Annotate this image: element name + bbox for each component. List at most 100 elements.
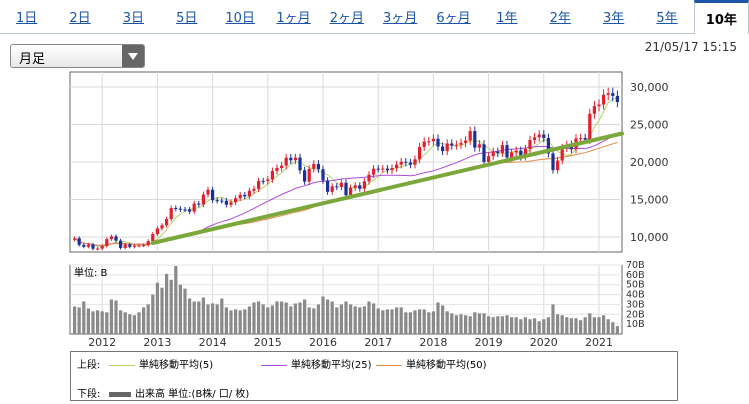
price-y-tick-label: 25,000	[630, 119, 669, 132]
candle	[86, 244, 91, 247]
volume-bar	[243, 309, 247, 334]
volume-bar	[298, 302, 302, 334]
volume-bar	[431, 311, 436, 334]
volume-bar	[229, 310, 233, 334]
tab-2ヶ月[interactable]: 2ヶ月	[320, 0, 374, 34]
legend-item-volume: 出来高 単位:(B株/ 口/ 枚)	[109, 385, 249, 400]
volume-bar	[390, 309, 394, 334]
candle	[422, 141, 426, 147]
candle	[376, 168, 380, 170]
candle	[238, 194, 242, 199]
candle	[482, 144, 486, 162]
volume-bar	[362, 306, 367, 334]
candle	[468, 131, 472, 141]
volume-bar	[560, 315, 564, 334]
volume-bar	[284, 302, 288, 334]
candle	[155, 228, 160, 235]
legend-label-sma5: 単純移動平均(5)	[139, 360, 214, 371]
candle	[164, 219, 169, 226]
candle	[473, 131, 477, 148]
tab-1日[interactable]: 1日	[0, 0, 54, 34]
legend-label-volume: 出来高 単位:(B株/ 口/ 枚)	[135, 389, 250, 400]
volume-bar	[588, 313, 592, 334]
candle	[330, 186, 334, 192]
candle	[358, 185, 362, 189]
tab-5年[interactable]: 5年	[640, 0, 694, 34]
volume-bar	[215, 304, 219, 334]
candle	[215, 200, 219, 202]
candle	[174, 208, 178, 210]
volume-bar	[404, 312, 408, 334]
volume-bar	[137, 312, 141, 334]
volume-y-tick-label: 60B	[626, 270, 645, 281]
volume-bar	[252, 302, 256, 334]
candle	[537, 134, 541, 138]
candle	[261, 181, 265, 183]
candle	[210, 189, 215, 201]
volume-bar	[454, 315, 459, 334]
volume-bar	[468, 316, 472, 334]
volume-bar	[371, 303, 376, 334]
candle	[178, 208, 183, 210]
volume-bar	[192, 301, 196, 334]
volume-bar	[496, 316, 500, 334]
volume-bar	[114, 300, 118, 334]
candle	[583, 138, 587, 140]
volume-bar	[201, 297, 206, 334]
volume-bar	[312, 308, 316, 334]
candle	[459, 142, 463, 145]
volume-bar	[574, 318, 578, 334]
candle	[606, 93, 610, 95]
x-tick-label: 2017	[364, 336, 392, 349]
tab-1年[interactable]: 1年	[480, 0, 534, 34]
candle	[128, 244, 132, 247]
x-tick-label: 2013	[143, 336, 171, 349]
volume-bar	[615, 326, 620, 334]
candle	[109, 236, 114, 240]
volume-bar	[335, 307, 339, 334]
period-select[interactable]: 月足	[10, 44, 145, 68]
volume-bar	[611, 322, 615, 334]
tab-2年[interactable]: 2年	[533, 0, 587, 34]
tab-3日[interactable]: 3日	[106, 0, 161, 34]
period-tabs: 1日 2日 3日 5日 10日 1ヶ月 2ヶ月 3ヶ月 6ヶ月 1年 2年 3年 5年 10年	[0, 0, 749, 34]
tab-1ヶ月[interactable]: 1ヶ月	[266, 0, 321, 34]
volume-bar	[505, 315, 509, 334]
tab-3ヶ月[interactable]: 3ヶ月	[373, 0, 427, 34]
volume-bar	[537, 321, 541, 334]
tab-3年[interactable]: 3年	[586, 0, 641, 34]
volume-bar	[436, 302, 440, 334]
volume-bar	[100, 311, 104, 334]
candle	[201, 194, 206, 205]
tab-6ヶ月[interactable]: 6ヶ月	[426, 0, 481, 34]
candle	[137, 245, 141, 247]
tab-10年[interactable]: 10年	[693, 0, 749, 34]
candle	[417, 146, 422, 160]
candle	[192, 203, 196, 212]
volume-bar	[555, 314, 560, 334]
chevron-down-icon[interactable]	[122, 45, 144, 67]
volume-bar	[606, 319, 610, 334]
period-select-value: 月足	[19, 52, 46, 67]
candle	[353, 185, 357, 188]
tab-2日[interactable]: 2日	[53, 0, 107, 34]
volume-bar	[210, 303, 215, 334]
volume-bar	[206, 304, 210, 334]
candle	[146, 241, 150, 246]
candle	[82, 244, 86, 247]
x-tick-label: 2018	[419, 336, 447, 349]
volume-bar	[155, 282, 160, 334]
volume-bar	[302, 299, 307, 334]
candle	[233, 198, 238, 203]
candle	[316, 163, 321, 170]
volume-y-tick-label: 10B	[626, 319, 645, 330]
candle	[514, 150, 518, 153]
volume-bar	[187, 298, 192, 334]
candle	[597, 104, 601, 107]
candle	[371, 168, 376, 175]
tab-5日[interactable]: 5日	[160, 0, 214, 34]
volume-bar	[164, 273, 169, 334]
tab-10日[interactable]: 10日	[213, 0, 267, 34]
volume-bar	[141, 307, 146, 334]
candle	[427, 141, 431, 143]
